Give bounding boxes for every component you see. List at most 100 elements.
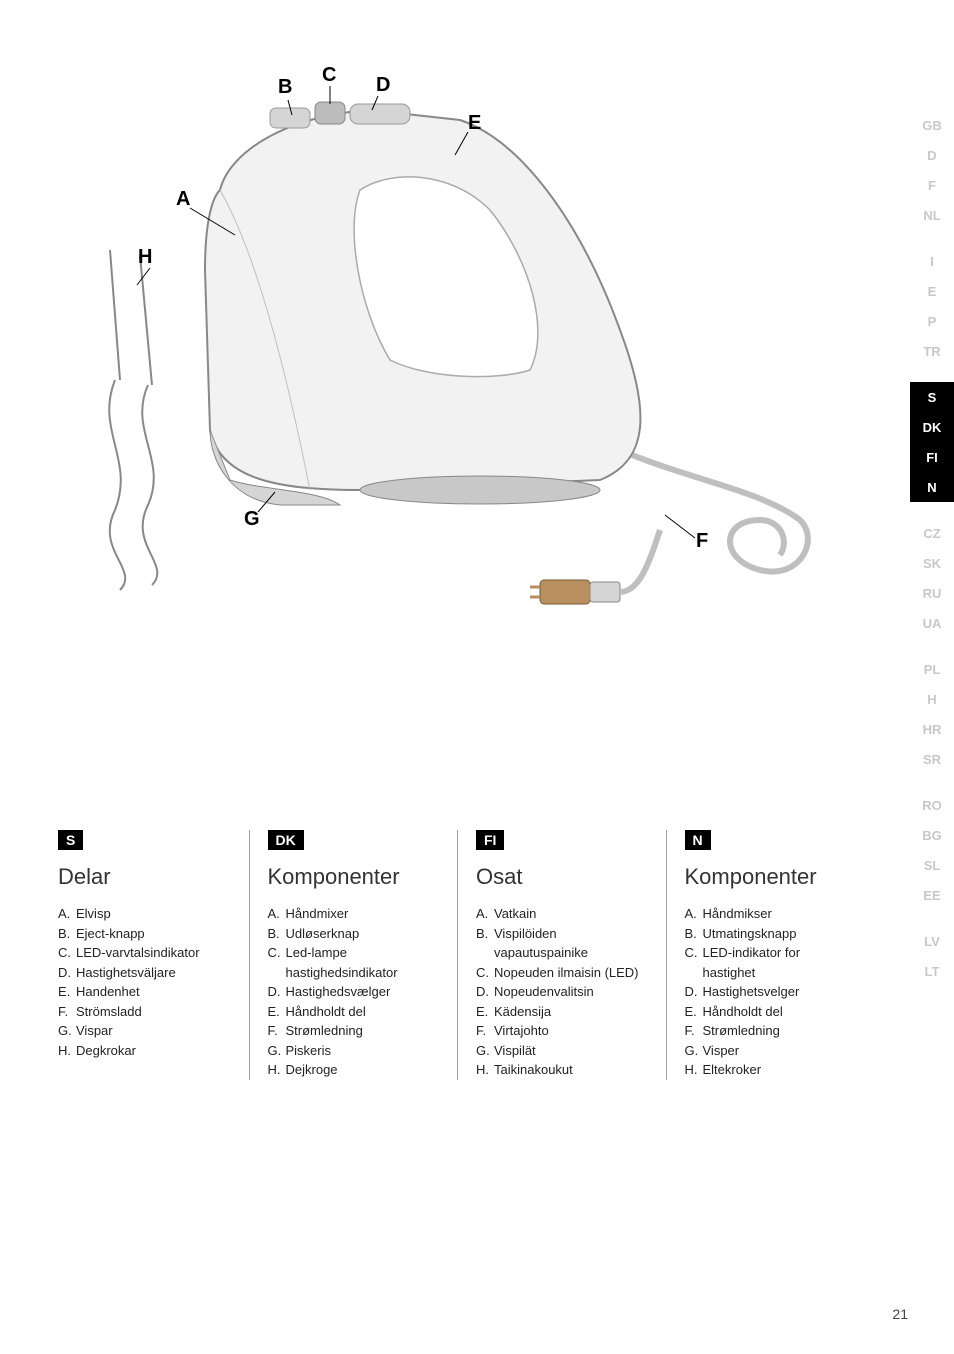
lang-tab-LV[interactable]: LV [910,926,954,956]
item-letter: A. [58,904,76,924]
item-letter: H. [476,1060,494,1080]
item-text: Visper [703,1041,740,1061]
item-letter: G. [58,1021,76,1041]
diagram-label-G: G [244,508,260,531]
lang-tab-CZ[interactable]: CZ [910,518,954,548]
item-letter: F. [268,1021,286,1041]
item-text: LED-indikator for hastighet [703,943,855,982]
lang-tab-PL[interactable]: PL [910,654,954,684]
item-letter: F. [685,1021,703,1041]
item-text: Eltekroker [703,1060,762,1080]
list-item: B.Vispilöiden vapautuspainike [476,924,646,963]
item-text: Nopeudenvalitsin [494,982,594,1002]
item-letter: A. [685,904,703,924]
mixer-illustration [60,60,830,650]
page-root: A B C D E F G H GBDFNLIEPTRSDKFINCZSKRUU… [0,0,954,1354]
column-badge: N [685,830,711,850]
item-text: Vispar [76,1021,113,1041]
item-text: Vispilät [494,1041,536,1061]
item-letter: E. [58,982,76,1002]
list-item: C.Led-lampe hastighedsindikator [268,943,438,982]
list-item: D.Nopeudenvalitsin [476,982,646,1002]
item-letter: A. [476,904,494,924]
lang-tab-P[interactable]: P [910,306,954,336]
item-text: Handenhet [76,982,140,1002]
lang-tab-FI[interactable]: FI [910,442,954,472]
list-item: G.Vispar [58,1021,229,1041]
item-letter: B. [476,924,494,963]
list-item: H.Taikinakoukut [476,1060,646,1080]
list-item: F.Strømledning [268,1021,438,1041]
lang-tab-SR[interactable]: SR [910,744,954,774]
lang-tab-S[interactable]: S [910,382,954,412]
lang-tab-DK[interactable]: DK [910,412,954,442]
item-text: Utmatingsknapp [703,924,797,944]
lang-tab-BG[interactable]: BG [910,820,954,850]
lang-tab-I[interactable]: I [910,246,954,276]
list-item: G.Vispilät [476,1041,646,1061]
column-FI: FI Osat A.VatkainB.Vispilöiden vapautuspai… [457,830,666,1080]
list-item: A.Elvisp [58,904,229,924]
lang-tab-GB[interactable]: GB [910,110,954,140]
lang-tab-NL[interactable]: NL [910,200,954,230]
item-letter: B. [268,924,286,944]
lang-tab-HR[interactable]: HR [910,714,954,744]
lang-tab-RU[interactable]: RU [910,578,954,608]
item-text: Piskeris [286,1041,332,1061]
lang-tab-SL[interactable]: SL [910,850,954,880]
column-title: Komponenter [268,864,438,890]
item-letter: G. [268,1041,286,1061]
lang-tab-TR[interactable]: TR [910,336,954,366]
lang-tab-D[interactable]: D [910,140,954,170]
diagram-label-H: H [138,246,152,269]
item-text: Hastighetsvelger [703,982,800,1002]
lang-tab-SK[interactable]: SK [910,548,954,578]
item-text: Vispilöiden vapautuspainike [494,924,646,963]
item-letter: D. [268,982,286,1002]
lang-tab-E[interactable]: E [910,276,954,306]
parts-list: A.ElvispB.Eject-knappC.LED-varvtalsindik… [58,904,229,1060]
item-text: Hastighedsvælger [286,982,391,1002]
diagram-label-B: B [278,76,292,99]
parts-list: A.HåndmikserB.UtmatingsknappC.LED-indika… [685,904,855,1080]
item-letter: C. [685,943,703,982]
item-text: Nopeuden ilmaisin (LED) [494,963,639,983]
lang-tab-H[interactable]: H [910,684,954,714]
item-letter: F. [476,1021,494,1041]
lang-tab-N[interactable]: N [910,472,954,502]
list-item: A.Vatkain [476,904,646,924]
item-text: Eject-knapp [76,924,145,944]
item-text: Degkrokar [76,1041,136,1061]
item-text: LED-varvtalsindikator [76,943,200,963]
list-item: E.Håndholdt del [685,1002,855,1022]
lang-tab-RO[interactable]: RO [910,790,954,820]
diagram-label-E: E [468,112,481,135]
list-item: C.LED-varvtalsindikator [58,943,229,963]
list-item: E.Kädensija [476,1002,646,1022]
list-item: D.Hastighetsvelger [685,982,855,1002]
item-text: Håndholdt del [703,1002,783,1022]
list-item: H.Eltekroker [685,1060,855,1080]
column-S: SDelarA.ElvispB.Eject-knappC.LED-varvtal… [40,830,249,1080]
column-title: Delar [58,864,229,890]
lang-tab-F[interactable]: F [910,170,954,200]
item-letter: C. [268,943,286,982]
list-item: D.Hastighetsväljare [58,963,229,983]
column-title: Osat [476,864,646,890]
column-DK: DKKomponenterA.HåndmixerB.UdløserknapC.L… [249,830,458,1080]
list-item: C.LED-indikator for hastighet [685,943,855,982]
plug [530,530,660,604]
item-letter: E. [476,1002,494,1022]
list-item: B.Eject-knapp [58,924,229,944]
item-text: Strømledning [286,1021,363,1041]
item-letter: F. [58,1002,76,1022]
column-badge: FI [476,830,504,850]
lang-tab-EE[interactable]: EE [910,880,954,910]
list-item: F.Strømledning [685,1021,855,1041]
lang-tab-LT[interactable]: LT [910,956,954,986]
list-item: H.Degkrokar [58,1041,229,1061]
diagram-label-D: D [376,74,390,97]
product-diagram: A B C D E F G H [60,60,830,650]
lang-tab-UA[interactable]: UA [910,608,954,638]
column-N: NKomponenterA.HåndmikserB.Utmatingsknapp… [666,830,875,1080]
